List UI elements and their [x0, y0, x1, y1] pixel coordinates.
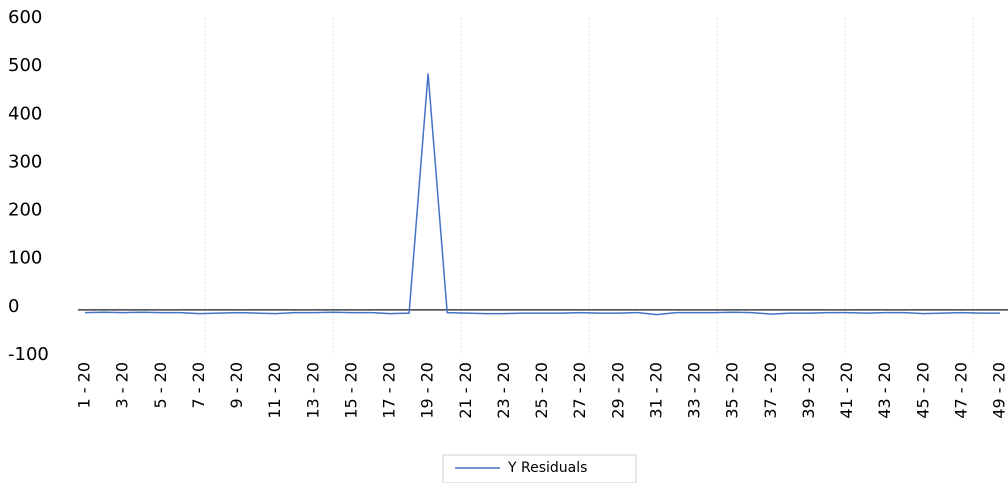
- x-tick-label: 29 - 20: [608, 362, 627, 419]
- y-tick-label: 600: [8, 7, 42, 28]
- x-tick-label: 7 - 20: [189, 362, 208, 408]
- y-tick-label: 300: [8, 151, 42, 172]
- x-tick-label: 23 - 20: [494, 362, 513, 419]
- x-tick-label: 9 - 20: [227, 362, 246, 408]
- x-tick-label: 15 - 20: [341, 362, 360, 419]
- x-tick-label: 11 - 20: [265, 362, 284, 419]
- y-tick-label: -100: [8, 344, 49, 365]
- x-tick-label: 3 - 20: [113, 362, 132, 408]
- vertical-gridlines: [204, 18, 974, 355]
- y-tick-label: 500: [8, 55, 42, 76]
- x-tick-label: 13 - 20: [303, 362, 322, 419]
- x-tick-label: 17 - 20: [380, 362, 399, 419]
- legend-box: [442, 454, 637, 483]
- x-tick-label: 39 - 20: [799, 362, 818, 419]
- x-tick-label: 41 - 20: [837, 362, 856, 419]
- y-tick-label: 200: [8, 200, 42, 221]
- x-tick-label: 5 - 20: [151, 362, 170, 408]
- x-tick-label: 31 - 20: [646, 362, 665, 419]
- x-tick-label: 27 - 20: [570, 362, 589, 419]
- y-tick-label: 0: [8, 296, 19, 317]
- x-tick-label: 37 - 20: [761, 362, 780, 419]
- y-tick-label: 100: [8, 248, 42, 269]
- y-tick-label: 400: [8, 103, 42, 124]
- series-line: [84, 73, 1000, 316]
- x-tick-label: 1 - 20: [75, 362, 94, 408]
- x-tick-label: 49 - 20: [990, 362, 1008, 419]
- x-tick-label: 21 - 20: [456, 362, 475, 419]
- x-tick-label: 43 - 20: [875, 362, 894, 419]
- x-tick-label: 33 - 20: [685, 362, 704, 419]
- x-tick-label: 35 - 20: [723, 362, 742, 419]
- x-tick-label: 47 - 20: [951, 362, 970, 419]
- x-tick-label: 19 - 20: [418, 362, 437, 419]
- x-tick-label: 25 - 20: [532, 362, 551, 419]
- x-tick-label: 45 - 20: [913, 362, 932, 419]
- legend-label: Y Residuals: [507, 460, 587, 476]
